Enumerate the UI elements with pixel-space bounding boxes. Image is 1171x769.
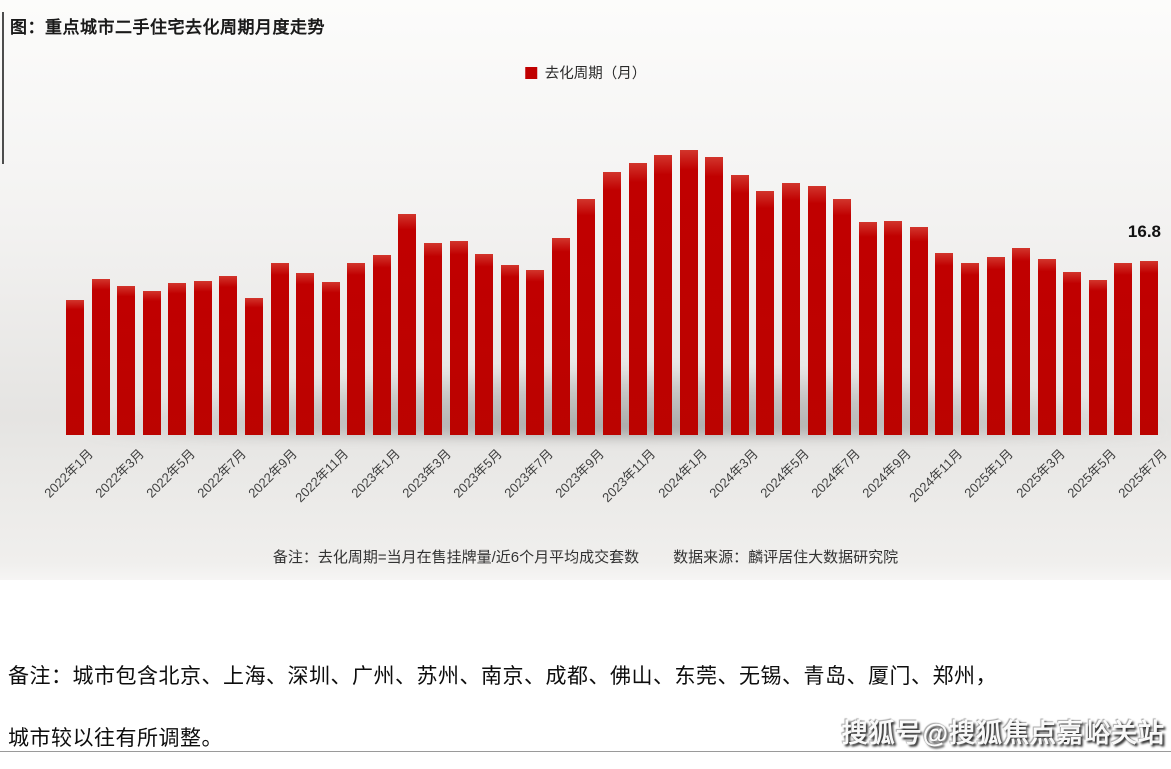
legend-label: 去化周期（月） [544,66,647,82]
last-value-label: 16.8 [1127,222,1161,241]
bar-2024年12月 [961,263,979,435]
bar-2022年2月 [91,279,110,435]
bar-2025年5月 [1088,280,1107,435]
bar-2023年5月 [475,254,494,435]
x-tick-label: 2024年11月 [906,446,966,506]
footnote-line1: 备注：城市包含北京、上海、深圳、广州、苏州、南京、成都、佛山、东莞、无锡、青岛、… [8,664,997,688]
x-tick-label: 2022年1月 [41,446,96,501]
bar-2025年2月 [1012,248,1031,435]
bar-2024年6月 [807,186,826,435]
bar-2022年7月 [219,276,238,435]
x-tick-label: 2024年5月 [757,446,812,501]
bar-2025年4月 [1063,272,1082,435]
x-tick-label: 2025年3月 [1012,446,1068,501]
bar-2023年8月 [551,238,570,435]
bar-2024年9月 [884,221,903,435]
x-tick-label: 2022年7月 [194,446,250,501]
chart-title: 图：重点城市二手住宅去化周期月度走势 [10,18,325,37]
legend: 去化周期（月） [524,62,647,83]
x-tick-label: 2025年7月 [1115,446,1170,501]
footnote-line2: 城市较以往有所调整。 [8,726,223,750]
footnote: 备注：城市包含北京、上海、深圳、广州、苏州、南京、成都、佛山、东莞、无锡、青岛、… [8,645,1108,769]
bar-2022年4月 [142,291,161,435]
bar-2022年11月 [321,282,340,435]
bar-2025年6月 [1114,263,1133,435]
x-tick-label: 2025年5月 [1063,446,1119,501]
bar-2023年9月 [577,199,596,435]
plot-area: 16.8 2022年1月 2022年3月 2022年5月 2022年7月 2022年9月… [40,150,1171,505]
x-tick-label: 2023年3月 [399,446,454,501]
bar-2022年3月 [117,286,136,435]
x-tick-label: 2023年1月 [347,446,403,501]
x-tick-label: 2022年5月 [143,446,199,501]
bar-2023年11月 [628,163,647,435]
legend-square-icon [524,66,537,79]
bar-2025年3月 [1037,259,1056,435]
chart-panel: 图：重点城市二手住宅去化周期月度走势 去化周期（月） 16.8 2022年1月 2… [0,0,1171,580]
x-tick-label: 2023年7月 [501,446,557,501]
bar-2023年10月 [603,172,621,435]
bar-2022年10月 [296,273,315,435]
bar-2023年6月 [500,265,519,435]
bar-2024年5月 [782,183,800,435]
bar-2023年7月 [526,270,545,435]
bar-2023年1月 [372,255,391,435]
bottom-divider [0,751,1171,752]
bar-2024年8月 [858,222,877,435]
bar-2023年2月 [398,214,417,435]
x-tick-label: 2025年1月 [961,446,1017,501]
bar-2022年9月 [270,263,289,435]
bar-2022年8月 [245,298,263,435]
left-border-line [2,12,4,164]
x-tick-label: 2024年1月 [654,446,710,501]
bar-2024年3月 [730,175,749,435]
bar-2024年7月 [833,199,852,435]
bar-2023年12月 [654,155,673,435]
bar-2022年5月 [168,283,187,435]
x-tick-label: 2023年11月 [599,446,659,506]
bar-2023年4月 [449,241,468,435]
bar-2024年4月 [756,191,775,435]
chart-source: 数据来源：麟评居住大数据研究院 [673,549,899,566]
bar-2024年11月 [935,253,954,435]
chart-note: 备注：去化周期=当月在售挂牌量/近6个月平均成交套数 [272,549,640,566]
chart-notes: 备注：去化周期=当月在售挂牌量/近6个月平均成交套数 数据来源：麟评居住大数据研… [0,546,1171,567]
bar-2022年12月 [347,263,366,435]
bar-2024年10月 [909,227,928,435]
x-tick-label: 2023年5月 [450,446,505,501]
watermark: 搜狐号@搜狐焦点嘉峪关站 [841,718,1165,748]
x-tick-label: 2024年7月 [808,446,863,501]
x-tick-label: 2024年3月 [705,446,761,501]
bar-2024年1月 [679,150,698,435]
bar-2025年1月 [986,257,1005,435]
x-tick-label: 2022年3月 [92,446,147,501]
bar-2025年7月 [1139,261,1158,435]
bar-2022年1月 [66,300,84,435]
bar-2024年2月 [705,157,724,435]
bar-2023年3月 [424,243,442,435]
bar-2022年6月 [193,281,212,435]
x-tick-label: 2022年11月 [292,446,352,506]
